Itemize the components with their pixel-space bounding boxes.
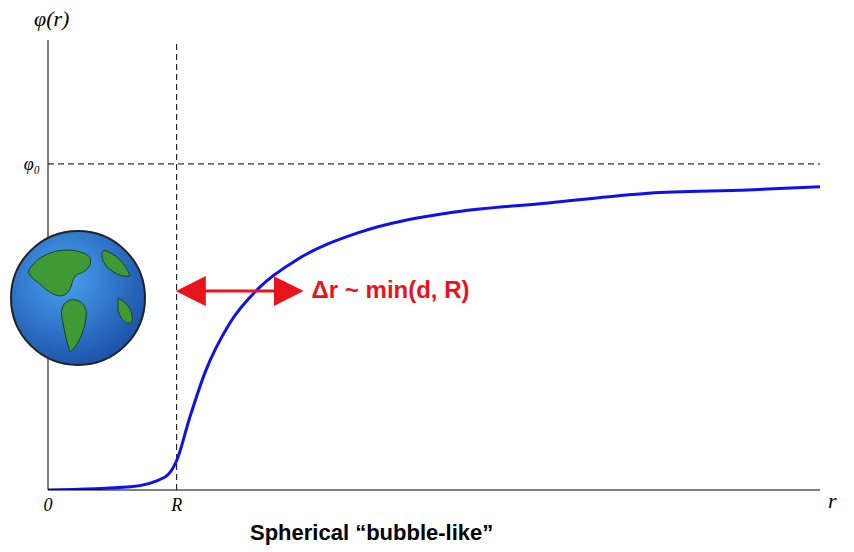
html-text:φ(r): φ(r) (34, 6, 70, 31)
svg-text:R: R (170, 495, 182, 515)
html-text:Δr ~ min(d, R): Δr ~ min(d, R) (311, 276, 470, 304)
svg-text:φ₀: φ₀ (24, 154, 40, 174)
svg-text:0: 0 (44, 495, 53, 515)
html-text:r: r (828, 488, 837, 513)
html-text:Spherical “bubble-like”: Spherical “bubble-like” (250, 520, 494, 545)
